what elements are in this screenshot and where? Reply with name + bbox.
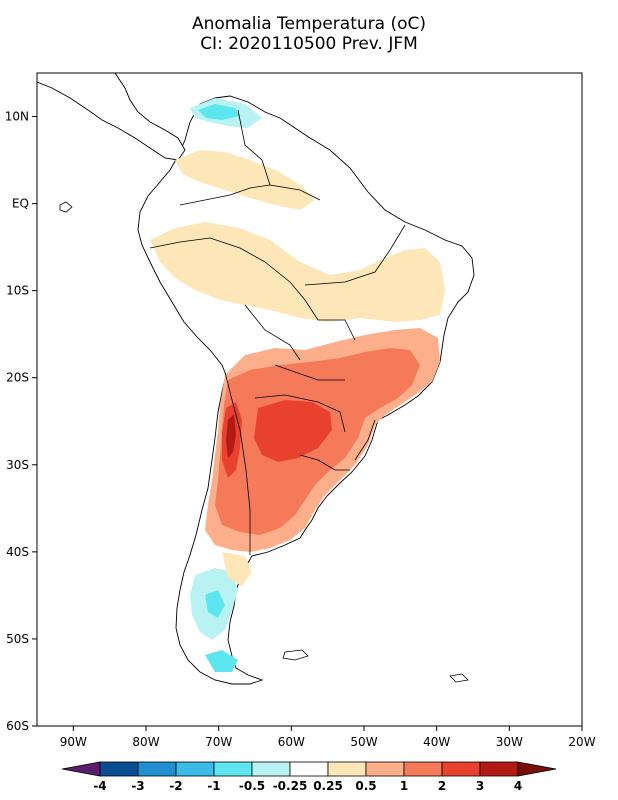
colorbar-segment xyxy=(175,761,215,777)
cyan-anomaly-patagonia xyxy=(205,590,225,618)
longitude-axis: 90W 80W 70W 60W 50W 40W 30W 20W xyxy=(60,726,596,749)
map-frame xyxy=(36,72,583,727)
colorbar-label: 0.25 xyxy=(313,779,343,793)
lon-tick-label: 50W xyxy=(350,735,377,749)
colorbar-label: 1 xyxy=(400,779,408,793)
colorbar-label: 0.5 xyxy=(355,779,376,793)
colorbar-segment xyxy=(213,761,253,777)
colorbar-segment xyxy=(403,761,443,777)
colorbar-label: -2 xyxy=(169,779,182,793)
colorbar-label: 3 xyxy=(476,779,484,793)
central-america-landmass xyxy=(37,73,186,161)
colorbar: -4 -3 -2 -1 -0.5 -0.25 0.25 0.5 1 2 3 4 xyxy=(61,761,557,793)
lon-tick-label: 70W xyxy=(205,735,232,749)
colorbar-segment xyxy=(327,761,367,777)
colorbar-label: 2 xyxy=(438,779,446,793)
lat-tick-label: 30S xyxy=(6,458,29,472)
anomaly-shading xyxy=(150,98,445,672)
islands xyxy=(59,201,469,683)
galapagos-island xyxy=(59,201,73,213)
map-content xyxy=(37,73,475,685)
map-title: Anomalia Temperatura (oC) xyxy=(191,14,426,34)
falklands-island xyxy=(282,649,309,661)
lat-tick-label: 10S xyxy=(6,284,29,298)
red-anomaly-core xyxy=(254,400,332,462)
colorbar-label: -3 xyxy=(131,779,144,793)
colorbar-label: -0.25 xyxy=(273,779,308,793)
map-subtitle: CI: 2020110500 Prev. JFM xyxy=(200,34,418,54)
tan-anomaly-amazon xyxy=(150,222,445,322)
lon-tick-label: 40W xyxy=(423,735,450,749)
colorbar-segment xyxy=(289,761,329,777)
cyan-anomaly-fuego xyxy=(205,650,238,672)
tan-anomaly-south xyxy=(222,552,252,586)
lat-tick-label: 40S xyxy=(6,545,29,559)
colorbar-segment xyxy=(479,761,519,777)
dark-red-anomaly-andes xyxy=(226,414,236,458)
colorbar-label: -0.5 xyxy=(239,779,265,793)
lat-tick-label: 60S xyxy=(6,719,29,733)
lat-tick-label: 20S xyxy=(6,371,29,385)
tan-anomaly-north-coast xyxy=(175,150,315,210)
colorbar-segment xyxy=(517,761,557,777)
lat-tick-label: 10N xyxy=(5,110,29,124)
lon-tick-label: 30W xyxy=(496,735,523,749)
colorbar-segment xyxy=(99,761,139,777)
lon-tick-label: 90W xyxy=(60,735,87,749)
colorbar-label: 4 xyxy=(514,779,522,793)
colorbar-segment xyxy=(61,761,101,777)
colorbar-segment xyxy=(441,761,481,777)
colorbar-label: -1 xyxy=(207,779,220,793)
lon-tick-label: 20W xyxy=(568,735,595,749)
cyan-anomaly-north xyxy=(198,104,240,120)
colorbar-label: -4 xyxy=(93,779,106,793)
lat-tick-label: 50S xyxy=(6,632,29,646)
colorbar-segment xyxy=(251,761,291,777)
lon-tick-label: 60W xyxy=(278,735,305,749)
lon-tick-label: 80W xyxy=(132,735,159,749)
lat-tick-label: EQ xyxy=(12,197,29,211)
south-georgia-island xyxy=(449,673,469,683)
latitude-axis: 10N EQ 10S 20S 30S 40S 50S 60S xyxy=(5,110,37,733)
country-borders xyxy=(149,109,406,555)
colorbar-segment xyxy=(137,761,177,777)
colorbar-segment xyxy=(365,761,405,777)
